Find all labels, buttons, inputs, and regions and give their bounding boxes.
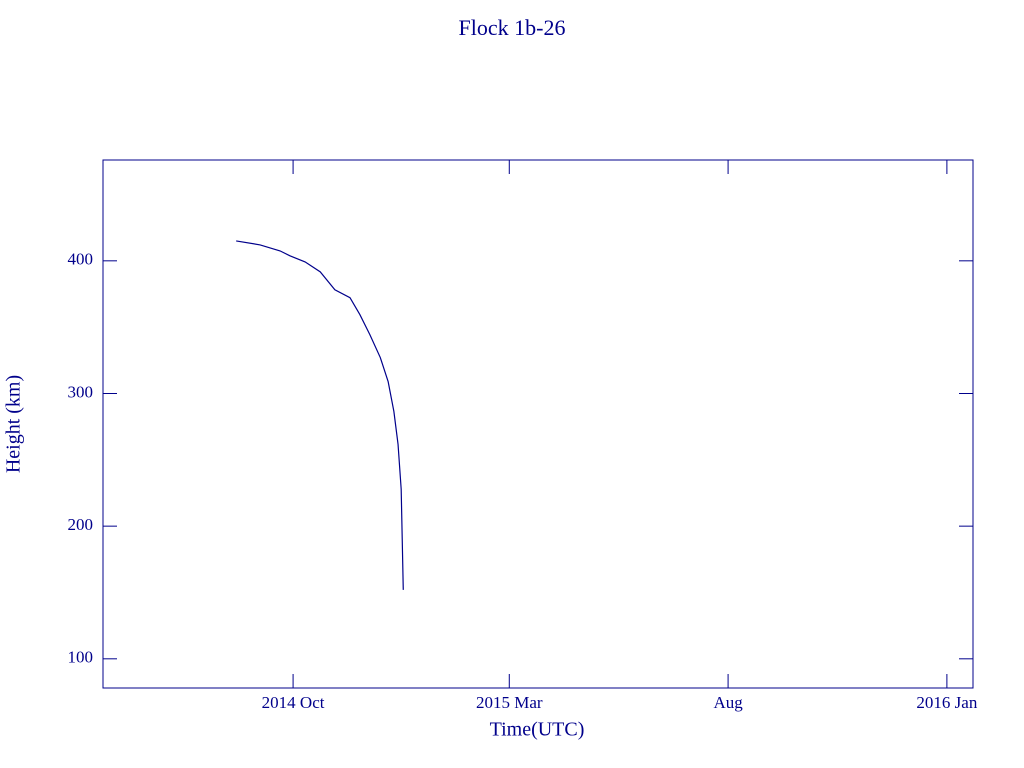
- y-axis-label: Height (km): [3, 375, 25, 473]
- x-tick-label: 2015 Mar: [476, 693, 543, 712]
- chart-title: Flock 1b-26: [459, 15, 566, 40]
- x-tick-label: 2016 Jan: [916, 693, 977, 712]
- x-tick-label: 2014 Oct: [262, 693, 325, 712]
- y-tick-label: 100: [68, 648, 94, 667]
- x-tick-label: Aug: [713, 693, 743, 712]
- y-tick-label: 200: [68, 515, 94, 534]
- data-line: [236, 240, 404, 590]
- y-tick-label: 300: [68, 382, 94, 401]
- x-axis-label: Time(UTC): [490, 719, 585, 741]
- y-tick-label: 400: [68, 250, 94, 269]
- plot-frame: [102, 159, 974, 689]
